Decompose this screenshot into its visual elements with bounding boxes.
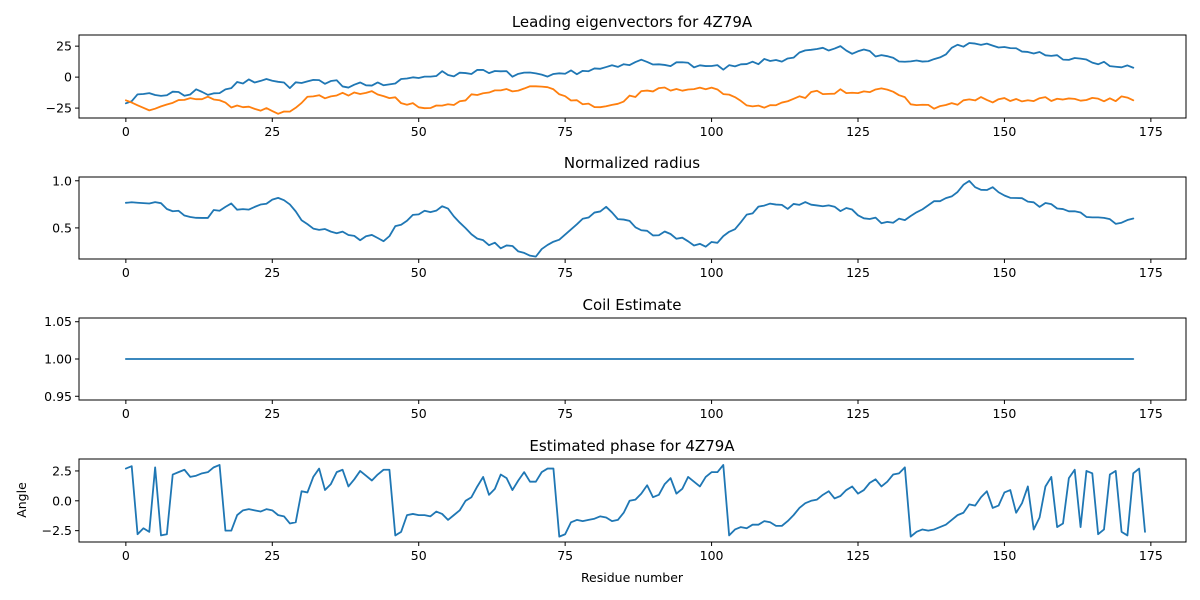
x-tick-label: 0 [122,265,130,280]
x-tick-label: 100 [700,124,724,139]
x-tick-label: 100 [700,548,724,563]
y-tick-label: −2.5 [42,523,72,538]
axes-frame [78,34,1187,119]
x-tick-label: 125 [846,265,870,280]
x-tick-label: 75 [557,265,573,280]
y-tick-label: 0 [64,70,72,85]
x-tick-label: 175 [1139,124,1163,139]
axes-frame [78,176,1187,260]
x-tick-label: 150 [992,406,1016,421]
x-tick-label: 150 [992,124,1016,139]
series-line-1 [124,42,1135,105]
panel-title: Coil Estimate [582,296,681,314]
series-line-2 [124,85,1135,115]
y-tick-label: 1.05 [44,314,72,329]
y-tick-label: 0.5 [52,220,72,235]
x-tick-label: 25 [264,406,280,421]
x-tick-label: 125 [846,548,870,563]
x-tick-label: 175 [1139,265,1163,280]
series-line-1 [124,464,1146,538]
x-tick-label: 150 [992,265,1016,280]
x-tick-label: 25 [264,548,280,563]
panel-title: Normalized radius [564,154,700,172]
x-tick-label: 75 [557,124,573,139]
x-tick-label: 0 [122,548,130,563]
x-axis-label: Residue number [581,570,684,585]
x-tick-label: 100 [700,265,724,280]
panel-title: Leading eigenvectors for 4Z79A [512,13,753,31]
panel-estimated-phase: Estimated phase for 4Z79A Residue number… [14,437,1187,585]
x-tick-label: 25 [264,124,280,139]
x-tick-label: 0 [122,124,130,139]
x-tick-label: 75 [557,406,573,421]
x-tick-label: 0 [122,406,130,421]
y-tick-label: 0.0 [52,493,72,508]
y-tick-label: 2.5 [52,463,72,478]
panel-normalized-radius: Normalized radius 0 25 50 75 100 125 150 175 0.5… [52,154,1187,280]
x-tick-label: 175 [1139,548,1163,563]
x-tick-label: 100 [700,406,724,421]
panel-coil-estimate: Coil Estimate 0 25 50 75 100 125 150 175 0.95 1.0… [44,296,1187,421]
x-tick-label: 50 [411,265,427,280]
x-tick-label: 25 [264,265,280,280]
x-tick-label: 75 [557,548,573,563]
x-tick-label: 50 [411,548,427,563]
x-tick-label: 50 [411,124,427,139]
x-tick-label: 125 [846,406,870,421]
y-tick-label: 0.95 [44,389,72,404]
y-tick-label: −25 [46,101,72,116]
panel-title: Estimated phase for 4Z79A [529,437,735,455]
panel-eigenvectors: Leading eigenvectors for 4Z79A 0 25 50 75 10… [46,13,1187,139]
x-tick-label: 150 [992,548,1016,563]
x-tick-label: 50 [411,406,427,421]
x-tick-label: 175 [1139,406,1163,421]
x-tick-label: 125 [846,124,870,139]
y-axis-label: Angle [14,482,29,518]
series-line-1 [124,179,1135,258]
y-tick-label: 25 [56,39,72,54]
y-tick-label: 1.0 [52,173,72,188]
y-tick-label: 1.00 [44,352,72,367]
